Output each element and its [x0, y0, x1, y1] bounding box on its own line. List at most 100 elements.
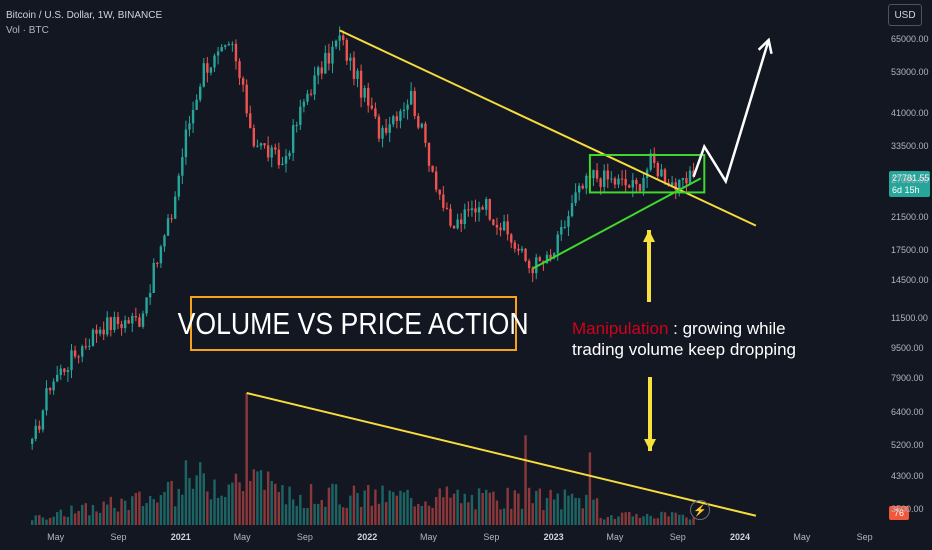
last-volume-tag: 76	[889, 506, 909, 520]
candle	[574, 192, 577, 204]
candle	[102, 329, 105, 335]
volume-bar	[45, 519, 48, 525]
candle	[606, 170, 609, 180]
volume-bar	[349, 495, 352, 525]
candle	[209, 67, 213, 73]
volume-bar	[520, 508, 524, 525]
volume-bar	[588, 452, 592, 525]
annotation-line2: trading volume keep dropping	[572, 340, 796, 359]
candle	[488, 199, 491, 220]
lightning-icon[interactable]: ⚡	[690, 500, 710, 520]
volume-bar	[120, 498, 123, 525]
volume-bar	[445, 486, 449, 525]
candle	[59, 368, 62, 375]
volume-bar	[413, 506, 416, 525]
volume-bar	[95, 511, 98, 525]
volume-bar	[581, 508, 584, 525]
volume-bar	[531, 503, 534, 525]
candle	[434, 171, 438, 190]
volume-bar	[492, 491, 495, 525]
candle	[649, 153, 652, 170]
volume-bar	[241, 491, 245, 525]
volume-bar	[595, 498, 599, 525]
currency-button[interactable]: USD	[888, 4, 922, 26]
volume-bar	[377, 503, 381, 525]
volume-bar	[30, 520, 34, 525]
volume-bar	[213, 479, 216, 525]
volume-bar	[113, 507, 116, 525]
candle	[245, 84, 248, 114]
time-axis-label: 2024	[730, 532, 751, 542]
volume-bar	[356, 492, 359, 525]
last-price: 27781.55	[892, 173, 930, 183]
volume-bar	[66, 516, 70, 525]
candle	[445, 207, 449, 209]
candle	[513, 242, 517, 249]
price-axis-label: 21500.00	[891, 211, 929, 222]
candle	[556, 234, 559, 254]
candle	[91, 329, 95, 346]
candle	[148, 292, 152, 298]
volume-bar	[549, 489, 552, 525]
volume-bar	[649, 515, 652, 525]
candle	[109, 317, 113, 330]
candle	[84, 346, 88, 348]
candle	[216, 51, 220, 56]
candle	[452, 225, 456, 229]
candle	[98, 329, 102, 334]
consolidation-box	[588, 154, 706, 194]
volume-bar	[302, 507, 306, 525]
volume-bar	[477, 488, 481, 525]
price-axis-label: 3500.00	[891, 504, 924, 514]
volume-bar	[449, 497, 452, 525]
price-axis-label: 41000.00	[891, 108, 929, 119]
candle	[477, 207, 481, 213]
candle	[395, 116, 399, 121]
volume-bar	[502, 508, 506, 525]
volume-bar	[52, 516, 55, 525]
candle	[177, 175, 180, 197]
volume-bar	[249, 481, 252, 525]
volume-bar	[84, 503, 88, 525]
volume-bar	[227, 484, 231, 525]
candle	[517, 248, 520, 251]
volume-bar	[517, 493, 520, 525]
candle	[324, 52, 327, 74]
volume-bar	[510, 508, 513, 525]
volume-bar	[670, 512, 674, 525]
candle	[63, 368, 66, 373]
volume-bar	[331, 483, 334, 525]
volume-bar	[184, 460, 188, 525]
volume-bar	[678, 514, 681, 525]
price-axis-label: 27000.00	[891, 175, 929, 186]
volume-bar	[663, 512, 667, 525]
candle	[113, 316, 116, 330]
candle	[277, 149, 281, 165]
candle	[291, 125, 295, 153]
volume-bar	[291, 499, 295, 525]
volume-bar	[452, 493, 456, 525]
volume-bar	[170, 480, 173, 525]
candle	[299, 106, 302, 125]
volume-bar	[224, 496, 227, 525]
time-axis-label: Sep	[110, 532, 127, 542]
volume-bar	[424, 501, 427, 525]
price-resistance-line	[339, 29, 757, 227]
candle	[227, 44, 231, 46]
candle	[527, 260, 531, 269]
candle	[381, 127, 384, 139]
candle	[638, 184, 642, 191]
volume-bar	[152, 499, 155, 525]
candle	[349, 57, 352, 61]
candle	[274, 147, 277, 150]
candle	[560, 226, 563, 235]
projection-path	[692, 39, 770, 185]
volume-bar	[77, 510, 80, 525]
volume-bar	[538, 488, 542, 525]
candle	[613, 178, 617, 185]
candle	[363, 87, 366, 98]
chart-legend: Bitcoin / U.S. Dollar, 1W, BINANCE Vol ·…	[6, 8, 162, 38]
volume-bar	[295, 505, 298, 525]
volume-bar	[159, 495, 163, 525]
